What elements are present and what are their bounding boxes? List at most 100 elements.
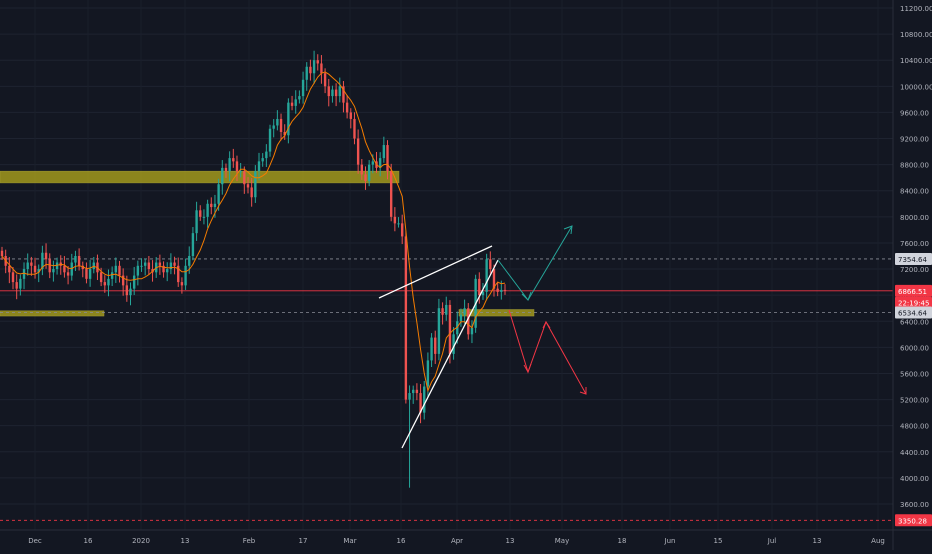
candle-body xyxy=(268,128,272,152)
candle-body xyxy=(441,308,444,315)
candle-body xyxy=(470,327,474,335)
candle-body xyxy=(147,262,151,270)
candle-body xyxy=(224,167,228,172)
x-tick-label: Aug xyxy=(871,537,885,545)
candle-body xyxy=(254,171,257,198)
candle-body xyxy=(320,63,323,74)
candle-body xyxy=(191,233,195,256)
x-tick-label: Feb xyxy=(243,537,256,545)
candle-body xyxy=(419,393,422,413)
y-tick-label: 5200.00 xyxy=(900,397,929,405)
bullish-dip-arrowhead xyxy=(521,291,532,301)
y-tick-label: 8800.00 xyxy=(900,162,929,170)
x-tick-label: 17 xyxy=(299,537,308,545)
candle-body xyxy=(217,184,220,204)
candle-body xyxy=(287,102,290,136)
candle-body xyxy=(210,203,213,208)
candle-body xyxy=(166,269,169,273)
candle-body xyxy=(180,282,184,286)
candle-body xyxy=(63,265,66,273)
candle-body xyxy=(367,164,371,181)
support-resistance-zones xyxy=(0,170,535,317)
candle-body xyxy=(199,210,202,217)
candle-body xyxy=(386,145,389,172)
y-tick-label: 4800.00 xyxy=(900,423,929,431)
candle-body xyxy=(125,285,129,296)
x-tick-label: Jul xyxy=(767,537,777,545)
candle-body xyxy=(294,99,297,106)
candle-body xyxy=(485,259,488,292)
candle-body xyxy=(415,389,419,394)
candle-body xyxy=(349,112,352,119)
candle-body xyxy=(290,102,294,106)
y-tick-label: 6400.00 xyxy=(900,318,929,326)
candle-body xyxy=(412,389,415,394)
candle-body xyxy=(41,252,44,270)
candle-body xyxy=(169,262,173,270)
candle-body xyxy=(459,314,463,322)
x-tick-label: 2020 xyxy=(132,537,150,545)
candle-body xyxy=(345,102,349,113)
candle-body xyxy=(132,275,136,289)
x-tick-label: Apr xyxy=(451,537,463,545)
candle-body xyxy=(382,145,386,159)
candle-body xyxy=(250,187,253,198)
lower-level-tag: 6534.64 xyxy=(898,309,927,317)
candle-body xyxy=(378,158,382,168)
y-tick-label: 10400.00 xyxy=(900,57,932,65)
candle-body xyxy=(19,278,22,289)
y-tick-label: 8000.00 xyxy=(900,214,929,222)
bearish-arrowhead-2 xyxy=(542,321,551,329)
candle-body xyxy=(0,250,4,256)
y-tick-label: 10000.00 xyxy=(900,83,932,91)
current-price-tag: 6866.51 xyxy=(898,288,927,296)
y-tick-label: 9200.00 xyxy=(900,136,929,144)
wedge-lower-line xyxy=(401,259,499,449)
y-tick-label: 6000.00 xyxy=(900,344,929,352)
candle-body xyxy=(77,256,81,266)
y-tick-label: 5600.00 xyxy=(900,370,929,378)
candle-body xyxy=(496,288,499,292)
candle-body xyxy=(129,288,132,296)
x-tick-label: 18 xyxy=(618,537,627,545)
candle-body xyxy=(257,161,261,172)
candle-body xyxy=(239,171,242,173)
candle-body xyxy=(140,265,143,267)
candle-body xyxy=(298,96,301,100)
candle-body xyxy=(114,265,118,273)
candle-body xyxy=(88,269,92,279)
y-tick-label: 7200.00 xyxy=(900,266,929,274)
x-tick-label: 13 xyxy=(813,537,822,545)
candle-body xyxy=(243,171,246,185)
y-tick-label: 10800.00 xyxy=(900,31,932,39)
candle-body xyxy=(312,60,316,74)
candle-body xyxy=(305,66,308,80)
candle-body xyxy=(66,272,70,276)
x-tick-label: 16 xyxy=(84,537,93,545)
y-tick-label: 4400.00 xyxy=(900,449,929,457)
candle-body xyxy=(389,171,393,217)
candle-body xyxy=(434,337,437,354)
candle-body xyxy=(33,265,37,273)
candle-body xyxy=(283,132,286,136)
candle-body xyxy=(401,223,404,237)
candle-body xyxy=(489,259,492,270)
x-tick-label: 13 xyxy=(506,537,515,545)
candle-body xyxy=(228,158,231,172)
current-price-tag-bg xyxy=(895,284,932,297)
candle-body xyxy=(110,272,114,279)
candle-body xyxy=(261,158,264,162)
bearish-projection xyxy=(508,309,587,395)
upper-level-tag-bg xyxy=(895,252,932,265)
x-tick-label: 16 xyxy=(397,537,406,545)
candle-body xyxy=(118,265,121,276)
candle-body xyxy=(423,386,426,413)
candle-body xyxy=(15,282,18,289)
candle-body xyxy=(279,118,283,132)
y-tick-label: 9600.00 xyxy=(900,109,929,117)
candle-body xyxy=(221,167,224,185)
candle-body xyxy=(316,60,319,64)
